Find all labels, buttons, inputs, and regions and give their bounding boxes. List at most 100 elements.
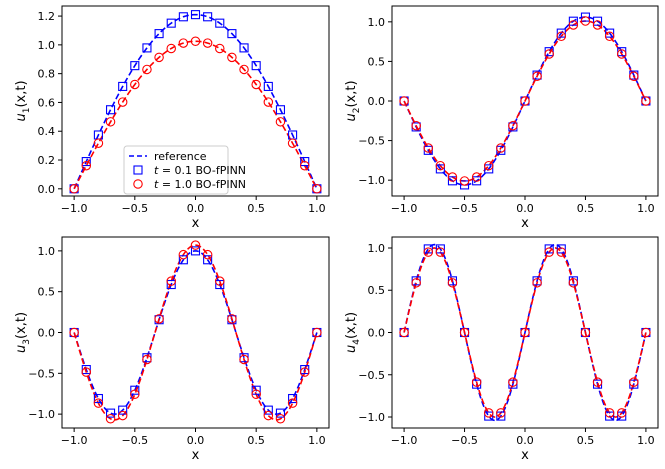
- circle-marker: [69, 184, 79, 194]
- square-marker: [423, 244, 433, 254]
- series-line-1: [73, 250, 318, 415]
- square-marker: [275, 105, 286, 115]
- legend-box: [123, 145, 229, 195]
- circle-marker: [299, 367, 310, 377]
- x-tick-label: −1.0: [61, 434, 88, 447]
- square-marker: [447, 176, 458, 186]
- square-marker: [105, 105, 116, 115]
- square-marker: [130, 61, 140, 71]
- square-marker: [544, 244, 554, 254]
- circle-marker: [520, 96, 530, 106]
- x-tick-label: 1.0: [308, 434, 326, 447]
- legend-entry-prefix: t: [154, 178, 159, 191]
- circle-marker: [287, 398, 298, 408]
- y-axis-label-args: (x,t): [14, 80, 29, 107]
- circle-marker: [568, 20, 579, 30]
- x-tick-label: 1.0: [637, 434, 655, 447]
- series-line-2: [73, 244, 318, 421]
- plot-area: [69, 240, 322, 424]
- square-marker: [300, 157, 310, 167]
- circle-marker: [483, 408, 494, 418]
- circle-marker: [263, 97, 274, 107]
- square-marker: [263, 405, 273, 415]
- circle-marker: [275, 117, 286, 127]
- square-marker: [93, 393, 103, 404]
- square-marker: [568, 16, 578, 26]
- circle-marker: [568, 278, 579, 288]
- x-tick-label: −0.5: [121, 434, 148, 447]
- axes-frame: [61, 5, 330, 197]
- square-marker: [190, 246, 201, 256]
- square-marker: [118, 405, 128, 415]
- circle-marker: [202, 249, 213, 260]
- circle-marker: [641, 327, 651, 338]
- circle-marker: [251, 389, 261, 400]
- y-tick-label: −1.0: [358, 411, 385, 424]
- circle-marker: [556, 31, 567, 42]
- circle-marker: [544, 247, 554, 257]
- square-marker: [556, 28, 566, 38]
- circle-marker: [190, 240, 201, 250]
- legend-square-icon: [133, 165, 143, 175]
- y-tick-label: 1.0: [368, 16, 386, 29]
- square-marker: [203, 12, 213, 22]
- circle-marker: [520, 327, 530, 338]
- y-tick-label: 0.0: [368, 95, 386, 108]
- square-marker: [472, 176, 482, 186]
- circle-marker: [411, 278, 421, 288]
- circle-marker: [312, 184, 322, 194]
- y-tick-label: 0.5: [368, 55, 386, 68]
- square-marker: [617, 411, 627, 421]
- y-tick-label: 0.2: [38, 154, 56, 167]
- x-tick-label: 1.0: [637, 202, 655, 215]
- circle-marker: [423, 247, 434, 257]
- circle-marker: [592, 377, 603, 387]
- series-line-2: [403, 20, 647, 182]
- circle-marker: [471, 377, 482, 387]
- circle-marker: [532, 71, 542, 82]
- circle-marker: [616, 408, 627, 418]
- circle-marker: [287, 138, 298, 148]
- square-marker: [263, 81, 273, 91]
- square-marker: [459, 180, 470, 190]
- circle-marker: [496, 408, 506, 418]
- circle-marker: [215, 43, 225, 54]
- circle-marker: [580, 327, 591, 338]
- y-axis-label-args: (x,t): [14, 312, 29, 339]
- x-tick-label: −0.5: [121, 202, 148, 215]
- x-tick-label: 0.0: [187, 202, 205, 215]
- y-tick-label: −0.5: [358, 369, 385, 382]
- circle-marker: [411, 120, 421, 131]
- x-tick-label: −1.0: [391, 202, 418, 215]
- circle-marker: [604, 31, 615, 42]
- square-marker: [251, 61, 261, 71]
- square-marker: [142, 43, 152, 53]
- circle-marker: [105, 414, 116, 424]
- y-axis-label: u4(x,t): [344, 312, 362, 353]
- legend-entry-label: reference: [154, 150, 207, 163]
- circle-marker: [239, 64, 249, 75]
- circle-marker: [81, 160, 92, 171]
- circle-marker: [616, 49, 627, 59]
- square-marker: [300, 365, 310, 375]
- circle-marker: [471, 172, 482, 182]
- y-tick-label: −1.0: [28, 408, 55, 421]
- y-axis-label-sub: 1: [22, 108, 32, 114]
- x-tick-label: 0.0: [187, 434, 205, 447]
- plot-area: [399, 243, 651, 422]
- y-axis-label-args: (x,t): [344, 80, 359, 107]
- series-line-1: [73, 13, 318, 190]
- square-marker: [275, 408, 286, 418]
- y-axis-label-sub: 4: [352, 339, 362, 345]
- y-tick-label: −1.0: [358, 174, 385, 187]
- square-marker: [203, 255, 213, 265]
- x-tick-label: 1.0: [308, 202, 326, 215]
- square-marker: [484, 411, 494, 421]
- x-tick-label: 0.0: [516, 434, 534, 447]
- circle-marker: [275, 414, 286, 424]
- square-marker: [178, 255, 188, 265]
- square-marker: [154, 29, 164, 39]
- circle-marker: [142, 64, 152, 75]
- circle-marker: [629, 71, 639, 82]
- y-axis-label-args: (x,t): [344, 312, 359, 339]
